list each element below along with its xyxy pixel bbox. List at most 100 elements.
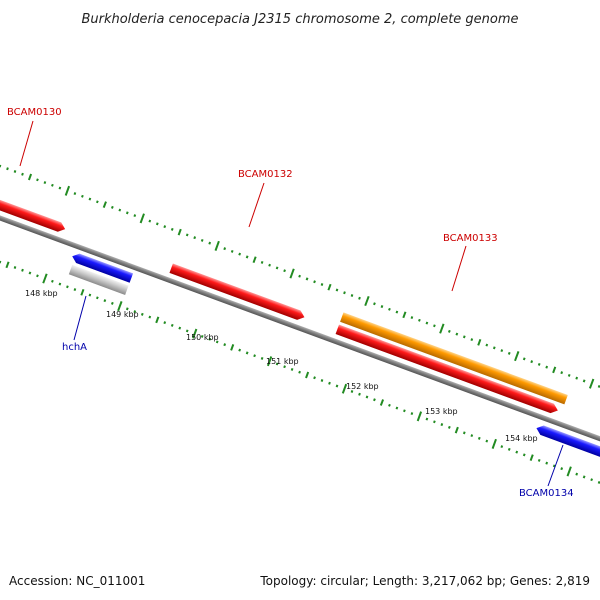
minor-tick	[560, 371, 564, 375]
minor-tick	[230, 249, 234, 253]
minor-tick	[13, 170, 17, 173]
minor-tick	[560, 467, 564, 471]
minor-tick	[118, 208, 122, 212]
minor-tick	[110, 205, 114, 209]
minor-tick	[283, 269, 286, 273]
major-tick	[214, 240, 220, 251]
minor-tick	[200, 334, 204, 338]
minor-tick	[403, 409, 406, 413]
minor-tick	[522, 453, 526, 457]
minor-tick	[298, 274, 301, 278]
minor-tick	[425, 417, 429, 421]
ruler-label: 151 kbp	[266, 357, 299, 366]
major-tick	[192, 328, 198, 339]
minor-tick	[582, 379, 586, 383]
gene-bcam0134[interactable]	[535, 423, 600, 469]
leader-bcam0130	[19, 120, 34, 167]
minor-tick	[395, 406, 399, 410]
minor-tick	[365, 395, 369, 399]
minor-tick	[268, 263, 271, 267]
minor-tick	[320, 283, 324, 286]
minor-tick	[208, 241, 212, 245]
minor-tick	[178, 326, 182, 330]
minor-tick	[507, 351, 511, 355]
gene-label-bcam0132[interactable]: BCAM0132	[238, 169, 293, 180]
ruler-label: 154 kbp	[505, 434, 538, 443]
gene-label-bcam0133[interactable]: BCAM0133	[443, 233, 498, 244]
gene-pseudo-unlabeled[interactable]	[68, 264, 129, 295]
minor-tick	[515, 450, 519, 454]
minor-tick	[88, 293, 92, 297]
major-tick	[139, 213, 145, 224]
minor-tick	[575, 376, 579, 380]
minor-tick	[223, 247, 227, 251]
minor-tick	[36, 274, 39, 278]
minor-tick	[148, 219, 152, 223]
major-tick	[416, 411, 423, 422]
gene-bcam0132[interactable]	[169, 263, 306, 322]
gene-track	[0, 198, 600, 469]
minor-tick	[185, 233, 189, 237]
minor-tick	[245, 351, 249, 355]
gene-label-hcha[interactable]: hchA	[62, 342, 87, 353]
minor-tick	[66, 285, 69, 289]
backbone	[0, 212, 600, 452]
gene-hcha[interactable]	[70, 252, 134, 283]
ruler-label: 150 kbp	[186, 333, 219, 342]
gene-forward-unlabeled[interactable]	[335, 324, 560, 416]
minor-tick	[260, 260, 264, 264]
minor-tick	[470, 338, 474, 342]
ruler-label: 149 kbp	[106, 310, 139, 319]
gene-bcam0130[interactable]	[0, 198, 67, 234]
minor-tick	[470, 434, 474, 438]
mid-tick	[454, 426, 459, 434]
minor-tick	[290, 367, 294, 371]
minor-tick	[567, 373, 571, 377]
genome-summary-text: Topology: circular; Length: 3,217,062 bp…	[260, 574, 590, 588]
gene-label-bcam0134[interactable]: BCAM0134	[519, 488, 574, 499]
minor-tick	[500, 349, 504, 353]
mid-tick	[552, 366, 557, 374]
minor-tick	[140, 312, 144, 316]
ruler-label: 153 kbp	[425, 407, 458, 416]
mid-tick	[379, 399, 385, 406]
minor-tick	[133, 214, 137, 218]
mid-tick	[402, 311, 407, 319]
minor-tick	[200, 238, 204, 242]
gene-label-bcam0130[interactable]: BCAM0130	[7, 107, 62, 118]
minor-tick	[343, 291, 346, 295]
minor-tick	[95, 296, 99, 300]
mid-tick	[327, 283, 332, 291]
accession-text: Accession: NC_011001	[9, 574, 146, 588]
gene-bcam0133[interactable]	[340, 312, 568, 405]
minor-tick	[433, 420, 436, 424]
minor-tick	[373, 302, 376, 306]
minor-tick	[552, 464, 556, 468]
mid-tick	[252, 256, 257, 264]
mid-tick	[305, 371, 310, 379]
leader-bcam0133	[451, 245, 467, 292]
minor-tick	[335, 384, 339, 388]
minor-tick	[81, 194, 84, 198]
minor-tick	[597, 480, 600, 484]
minor-tick	[73, 192, 77, 196]
minor-tick	[43, 181, 47, 185]
minor-tick	[530, 360, 534, 364]
minor-tick	[328, 381, 331, 385]
minor-tick	[492, 346, 496, 350]
minor-tick	[88, 197, 92, 201]
minor-tick	[485, 343, 489, 347]
minor-tick	[358, 392, 361, 396]
minor-tick	[125, 307, 129, 311]
leader-hcha	[73, 295, 87, 341]
minor-tick	[447, 329, 451, 333]
minor-tick	[447, 425, 451, 429]
minor-tick	[418, 318, 421, 322]
minor-tick	[373, 398, 376, 402]
minor-tick	[275, 362, 279, 366]
mid-tick	[80, 288, 85, 296]
minor-tick	[358, 296, 361, 300]
minor-tick	[148, 315, 152, 319]
minor-tick	[388, 307, 391, 311]
